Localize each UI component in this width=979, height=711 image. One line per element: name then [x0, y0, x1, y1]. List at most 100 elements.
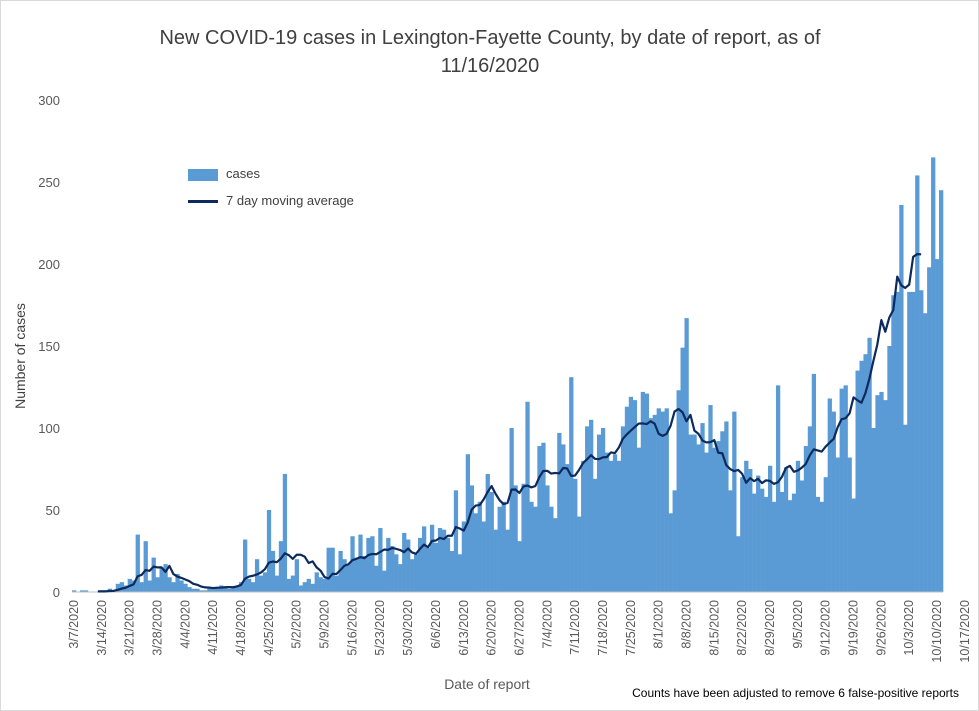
bar [286, 578, 292, 592]
bar [167, 577, 172, 592]
bar [604, 452, 610, 592]
bar [175, 573, 180, 592]
bar [883, 400, 888, 592]
bar [831, 411, 836, 592]
bar [274, 575, 280, 592]
x-tick-label: 8/8/2020 [679, 600, 693, 649]
bar [362, 555, 367, 592]
bar [919, 290, 924, 592]
bar [545, 485, 550, 592]
bar [931, 157, 936, 592]
bar [219, 585, 224, 592]
bar [652, 414, 657, 592]
bar [147, 580, 152, 592]
bar [911, 291, 916, 592]
bar [815, 496, 821, 592]
bar [350, 536, 355, 592]
bar [119, 582, 125, 592]
x-tick-label: 4/11/2020 [206, 600, 220, 655]
bar [513, 485, 518, 592]
x-tick-label: 6/6/2020 [429, 600, 443, 649]
bar [891, 295, 896, 592]
bar [497, 506, 502, 592]
bar [720, 431, 725, 592]
bar [131, 580, 136, 592]
bar [549, 506, 554, 592]
bar [565, 464, 570, 592]
bar [72, 590, 77, 592]
bar [748, 469, 753, 592]
bar [712, 447, 717, 592]
bar [235, 585, 240, 592]
x-tick-label: 10/10/2020 [930, 600, 944, 663]
bar [509, 428, 514, 592]
bar [557, 432, 562, 592]
x-tick-label: 4/4/2020 [178, 600, 192, 649]
bar [740, 477, 745, 592]
bar [489, 491, 494, 592]
bar [867, 337, 872, 592]
bar [243, 539, 248, 592]
bar [171, 582, 176, 592]
x-tick-label: 9/5/2020 [791, 600, 805, 649]
bar [795, 460, 801, 592]
bar [744, 460, 749, 592]
x-tick-label: 9/26/2020 [874, 600, 888, 656]
bar [843, 385, 848, 592]
bar [871, 428, 876, 592]
bar [585, 426, 590, 592]
bar [433, 542, 439, 592]
bar [418, 537, 423, 592]
x-tick-label: 3/7/2020 [67, 600, 81, 649]
bar [756, 475, 761, 592]
bar [525, 401, 530, 592]
bar [79, 590, 85, 592]
bar [887, 346, 892, 592]
x-tick-label: 5/9/2020 [318, 600, 332, 649]
bar [775, 385, 781, 592]
bar [787, 500, 793, 592]
bar [656, 408, 661, 592]
bar [895, 291, 900, 592]
bar [779, 491, 785, 592]
bar [573, 478, 578, 592]
x-tick-label: 5/30/2020 [401, 600, 415, 656]
x-tick-label: 3/14/2020 [95, 600, 109, 656]
bar [378, 528, 383, 592]
bar [374, 565, 379, 592]
bar [306, 578, 311, 592]
bar [616, 460, 622, 592]
bar [187, 587, 192, 592]
x-tick-label: 4/18/2020 [234, 600, 248, 656]
bar [600, 428, 606, 592]
bar [724, 421, 729, 592]
bar [346, 564, 351, 592]
bar [402, 532, 407, 592]
bar [577, 516, 582, 592]
bar [791, 493, 797, 592]
bar [664, 408, 669, 592]
bar [445, 537, 451, 592]
chart-title: New COVID-19 cases in Lexington-Fayette … [159, 27, 821, 77]
bar [783, 467, 789, 592]
bar [266, 510, 272, 592]
bar [493, 529, 498, 592]
bar [191, 588, 196, 592]
bar [382, 570, 387, 592]
x-tick-label: 3/28/2020 [151, 600, 165, 656]
bar [521, 483, 526, 592]
bar [258, 575, 264, 592]
bar [624, 406, 630, 592]
x-tick-label: 8/22/2020 [735, 600, 749, 656]
bar [636, 447, 642, 592]
bar [223, 587, 228, 592]
bar [716, 441, 721, 592]
x-tick-label: 9/19/2020 [847, 600, 861, 656]
bar [803, 446, 809, 592]
bar [342, 559, 347, 592]
bar [398, 564, 403, 592]
bar [139, 582, 144, 592]
bar [298, 585, 303, 592]
bar [195, 588, 200, 592]
bar [179, 580, 184, 592]
